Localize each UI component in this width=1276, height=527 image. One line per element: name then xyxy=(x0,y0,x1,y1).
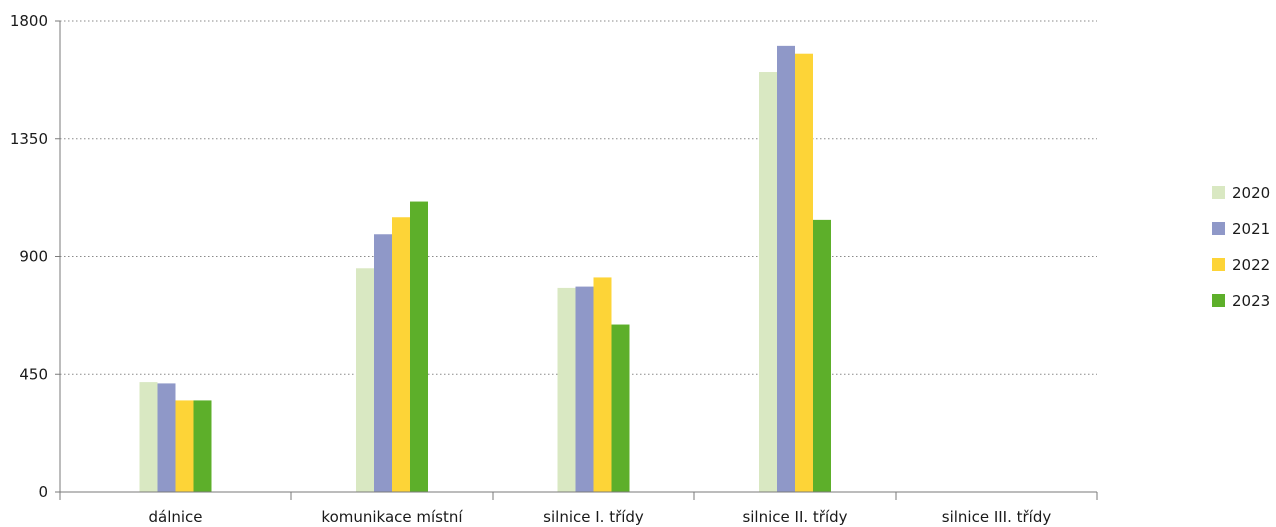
legend-label: 2022 xyxy=(1232,256,1270,274)
x-category-label: silnice I. třídy xyxy=(543,508,644,526)
y-tick-label: 1800 xyxy=(10,12,48,30)
bar xyxy=(356,268,374,492)
bar xyxy=(175,400,194,492)
x-axis-labels: dálnice komunikace místní silnice I. třídy… xyxy=(148,508,1051,526)
bar xyxy=(795,53,813,492)
y-axis-ticks: 0 450 900 1350 1800 xyxy=(10,12,48,501)
bar xyxy=(575,286,594,492)
x-category-label: dálnice xyxy=(148,508,202,526)
bar xyxy=(777,45,795,492)
bar xyxy=(557,287,576,492)
axes xyxy=(55,20,1098,500)
y-tick-label: 450 xyxy=(19,365,48,383)
legend-swatch xyxy=(1212,258,1225,271)
y-tick-label: 900 xyxy=(19,248,48,266)
x-category-label: silnice II. třídy xyxy=(742,508,847,526)
bar xyxy=(410,201,428,493)
y-tick-label: 1350 xyxy=(10,130,48,148)
bar xyxy=(392,217,410,492)
bars xyxy=(139,45,831,493)
legend-swatch xyxy=(1212,294,1225,307)
bar xyxy=(611,324,630,492)
legend-swatch xyxy=(1212,186,1225,199)
bar xyxy=(813,219,831,492)
bar xyxy=(759,72,777,493)
bar xyxy=(139,382,158,492)
bar xyxy=(193,400,212,492)
legend: 2020 2021 2022 2023 xyxy=(1212,184,1270,310)
bar xyxy=(593,277,612,492)
legend-label: 2021 xyxy=(1232,220,1270,238)
grid-lines xyxy=(60,20,1097,375)
legend-swatch xyxy=(1212,222,1225,235)
x-category-label: komunikace místní xyxy=(321,508,463,526)
bar xyxy=(157,383,176,492)
x-category-label: silnice III. třídy xyxy=(942,508,1052,526)
legend-label: 2020 xyxy=(1232,184,1270,202)
bar xyxy=(374,234,392,492)
y-tick-label: 0 xyxy=(38,483,48,501)
legend-label: 2023 xyxy=(1232,292,1270,310)
